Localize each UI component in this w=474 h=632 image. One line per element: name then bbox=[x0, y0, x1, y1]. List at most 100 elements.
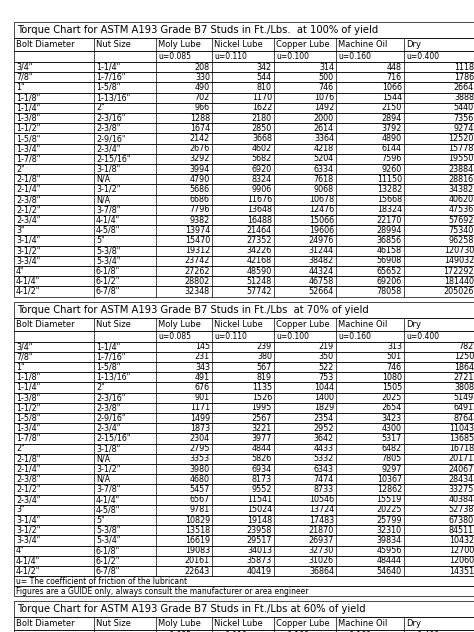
Text: 3-1/2": 3-1/2" bbox=[16, 526, 40, 535]
Text: 1544: 1544 bbox=[382, 93, 402, 102]
Bar bbox=[14, 525, 474, 535]
Text: u=0.400: u=0.400 bbox=[406, 332, 439, 341]
Text: 2304: 2304 bbox=[190, 434, 210, 443]
Text: 12476: 12476 bbox=[309, 205, 334, 214]
Text: 6-7/8": 6-7/8" bbox=[96, 567, 120, 576]
Text: Nickel Lube: Nickel Lube bbox=[214, 40, 263, 49]
Text: 3-1/8": 3-1/8" bbox=[96, 444, 120, 453]
Text: 1492: 1492 bbox=[314, 104, 334, 112]
Text: Copper Lube: Copper Lube bbox=[276, 40, 329, 49]
Text: 3-3/4": 3-3/4" bbox=[16, 536, 40, 545]
Text: 15519: 15519 bbox=[377, 495, 402, 504]
Text: 2025: 2025 bbox=[382, 393, 402, 402]
Text: 16619: 16619 bbox=[185, 536, 210, 545]
Text: 40384: 40384 bbox=[449, 495, 474, 504]
Text: 23742: 23742 bbox=[185, 257, 210, 265]
Text: Figures are a GUIDE only, always consult the manufacturer or area engineer: Figures are a GUIDE only, always consult… bbox=[16, 586, 309, 596]
Text: Machine Oil: Machine Oil bbox=[338, 320, 387, 329]
Text: 2150: 2150 bbox=[382, 104, 402, 112]
Text: 12520: 12520 bbox=[448, 134, 474, 143]
Text: 15470: 15470 bbox=[185, 236, 210, 245]
Bar bbox=[14, 630, 474, 632]
Text: 46758: 46758 bbox=[309, 277, 334, 286]
Text: 56908: 56908 bbox=[377, 257, 402, 265]
Text: 1-1/4": 1-1/4" bbox=[16, 104, 40, 112]
Text: 5317: 5317 bbox=[382, 434, 402, 443]
Text: 2-3/16": 2-3/16" bbox=[96, 393, 126, 402]
Text: 716: 716 bbox=[387, 73, 402, 82]
Text: 23958: 23958 bbox=[246, 526, 272, 535]
Text: Bolt Diameter: Bolt Diameter bbox=[16, 40, 74, 49]
Text: 45956: 45956 bbox=[377, 546, 402, 555]
Text: 24976: 24976 bbox=[309, 236, 334, 245]
Text: 1400: 1400 bbox=[314, 393, 334, 402]
Text: 1-13/16": 1-13/16" bbox=[96, 93, 130, 102]
Text: 42168: 42168 bbox=[247, 257, 272, 265]
Text: 181440: 181440 bbox=[444, 277, 474, 286]
Text: 6144: 6144 bbox=[382, 144, 402, 153]
Text: 4-5/8": 4-5/8" bbox=[96, 506, 120, 514]
Text: 3-7/8": 3-7/8" bbox=[96, 485, 120, 494]
Text: 753: 753 bbox=[319, 373, 334, 382]
Text: 2-9/16": 2-9/16" bbox=[96, 134, 126, 143]
Text: 13724: 13724 bbox=[309, 506, 334, 514]
Bar bbox=[14, 215, 474, 225]
Text: 1076: 1076 bbox=[314, 93, 334, 102]
Text: 2795: 2795 bbox=[190, 444, 210, 453]
Text: 2": 2" bbox=[16, 444, 25, 453]
Text: Nickel Lube: Nickel Lube bbox=[214, 320, 263, 329]
Bar bbox=[14, 535, 474, 545]
Text: 6-1/8": 6-1/8" bbox=[96, 267, 120, 276]
Bar bbox=[14, 174, 474, 185]
Text: 2614: 2614 bbox=[314, 124, 334, 133]
Text: 2-3/8": 2-3/8" bbox=[96, 124, 120, 133]
Text: 2-1/8": 2-1/8" bbox=[16, 175, 40, 184]
Text: 96258: 96258 bbox=[448, 236, 474, 245]
Text: 3": 3" bbox=[16, 226, 25, 235]
Bar bbox=[14, 392, 474, 403]
Text: 11043: 11043 bbox=[449, 424, 474, 433]
Text: 7474: 7474 bbox=[314, 475, 334, 484]
Text: 522: 522 bbox=[319, 363, 334, 372]
Bar bbox=[14, 372, 474, 382]
Text: 2654: 2654 bbox=[382, 403, 402, 413]
Text: 5149: 5149 bbox=[454, 393, 474, 402]
Text: 5-3/8": 5-3/8" bbox=[96, 246, 120, 255]
Text: 3-3/4": 3-3/4" bbox=[16, 257, 40, 265]
Text: 1-7/16": 1-7/16" bbox=[96, 73, 126, 82]
Text: Torque Chart for ASTM A193 Grade B7 Studs in Ft./Lbs at 60% of yield: Torque Chart for ASTM A193 Grade B7 Stud… bbox=[17, 604, 365, 614]
Text: 51248: 51248 bbox=[247, 277, 272, 286]
Text: u=0.085: u=0.085 bbox=[158, 52, 191, 61]
Text: 12060: 12060 bbox=[449, 556, 474, 566]
Text: u=0.160: u=0.160 bbox=[338, 332, 371, 341]
Text: 34226: 34226 bbox=[247, 246, 272, 255]
Text: 2-15/16": 2-15/16" bbox=[96, 434, 130, 443]
Text: 4680: 4680 bbox=[190, 475, 210, 484]
Bar bbox=[14, 566, 474, 576]
Text: 23884: 23884 bbox=[449, 164, 474, 174]
Text: 9552: 9552 bbox=[252, 485, 272, 494]
Text: 208: 208 bbox=[195, 63, 210, 71]
Text: 31244: 31244 bbox=[309, 246, 334, 255]
Text: 7356: 7356 bbox=[454, 114, 474, 123]
Text: Moly Lube: Moly Lube bbox=[158, 320, 201, 329]
Text: 1786: 1786 bbox=[454, 73, 474, 82]
Text: 15778: 15778 bbox=[448, 144, 474, 153]
Text: 782: 782 bbox=[459, 342, 474, 351]
Text: 1-1/4": 1-1/4" bbox=[16, 383, 40, 392]
Text: 13282: 13282 bbox=[377, 185, 402, 194]
Bar bbox=[14, 123, 474, 133]
Text: 18324: 18324 bbox=[377, 205, 402, 214]
Text: 6-1/8": 6-1/8" bbox=[96, 546, 120, 555]
Text: Machine Oil: Machine Oil bbox=[338, 619, 387, 628]
Text: 4300: 4300 bbox=[382, 424, 402, 433]
Text: 501: 501 bbox=[387, 353, 402, 362]
Text: 35873: 35873 bbox=[247, 556, 272, 566]
Text: 5457: 5457 bbox=[190, 485, 210, 494]
Text: 1-1/2": 1-1/2" bbox=[16, 403, 40, 413]
Text: u=0.400: u=0.400 bbox=[406, 52, 439, 61]
Text: 7805: 7805 bbox=[382, 454, 402, 463]
Text: 2-3/8": 2-3/8" bbox=[16, 475, 40, 484]
Text: 14351: 14351 bbox=[449, 567, 474, 576]
Text: 1-5/8": 1-5/8" bbox=[96, 83, 120, 92]
